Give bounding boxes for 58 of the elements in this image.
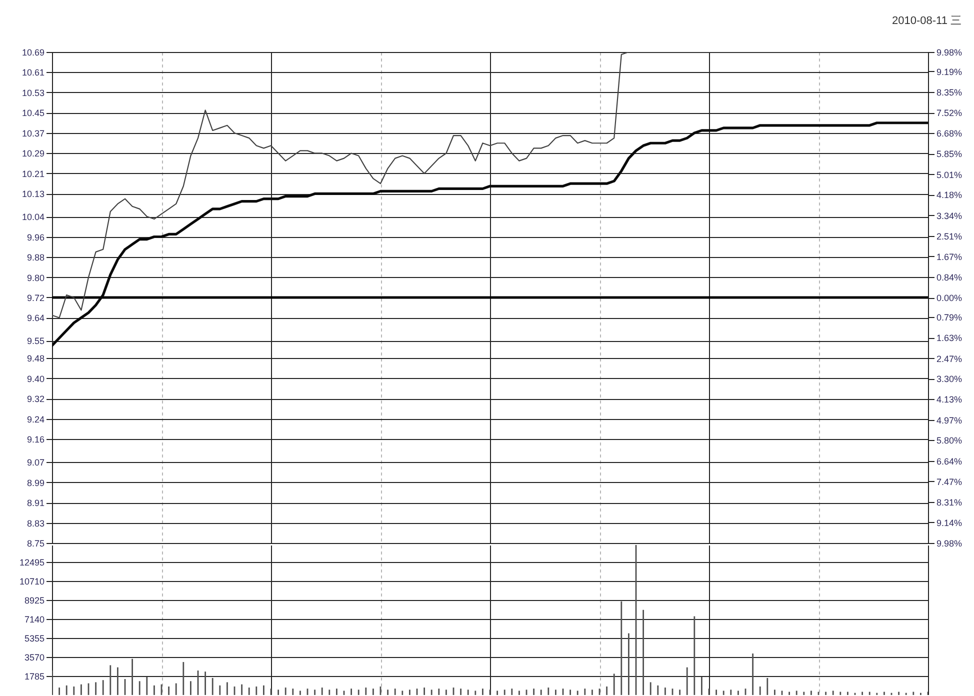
y2-tick-label: 7.47% (936, 476, 962, 487)
y-tick-label: 10.53 (22, 88, 44, 98)
y2-tick-label: 8.31% (936, 497, 962, 508)
y-tick-label: 8.83 (26, 518, 44, 528)
y2-tick-label: 1.67% (936, 252, 962, 262)
y-tick-label: 9.55 (26, 336, 44, 346)
y2-tick-label: 1.63% (936, 333, 962, 344)
y-tick-label: 3570 (24, 652, 44, 663)
y-tick-label: 8.75 (26, 538, 44, 548)
y-tick-label: 5355 (24, 634, 44, 644)
y2-tick-label: 0.79% (936, 312, 962, 322)
y2-tick-label: 5.80% (936, 436, 962, 446)
y-tick-label: 8.91 (26, 498, 44, 508)
y-tick-label: 12495 (19, 558, 44, 568)
y2-tick-label: 9.98% (936, 538, 962, 548)
y-tick-label: 9.72 (26, 293, 44, 303)
y-tick-label: 8.99 (26, 478, 44, 488)
y-tick-label: 9.24 (26, 414, 44, 424)
y2-tick-label: 4.13% (936, 394, 962, 405)
y-tick-label: 10.04 (22, 212, 44, 222)
y2-tick-label: 2.47% (936, 354, 962, 364)
y-tick-label: 9.40 (26, 374, 44, 384)
y-tick-label: 1785 (24, 672, 44, 682)
y2-tick-label: 8.35% (936, 88, 962, 98)
y2-tick-label: 6.68% (936, 128, 962, 139)
y-tick-label: 9.64 (26, 313, 44, 324)
y-tick-label: 9.48 (26, 354, 44, 364)
y2-tick-label: 4.97% (936, 415, 962, 426)
y-tick-label: 10.45 (22, 108, 44, 118)
y2-tick-label: 0.84% (936, 272, 962, 282)
y2-tick-label: 5.85% (936, 149, 962, 160)
y2-tick-label: 5.01% (936, 170, 962, 180)
y2-tick-label: 9.19% (936, 66, 962, 77)
y-tick-label: 10.13 (22, 189, 44, 200)
y2-tick-label: 3.30% (936, 374, 962, 384)
y-tick-label: 9.88 (26, 252, 44, 263)
y2-tick-label: 6.64% (936, 456, 962, 466)
y-tick-label: 10.21 (22, 168, 44, 179)
y-tick-label: 10.61 (22, 68, 44, 78)
y2-tick-label: 3.34% (936, 210, 962, 221)
y2-tick-label: 0.00% (936, 293, 962, 303)
y-tick-label: 10.69 (22, 48, 44, 58)
y2-tick-label: 9.98% (936, 48, 962, 58)
y-tick-label: 10.29 (22, 148, 44, 159)
y-tick-label: 9.16 (26, 434, 44, 445)
y-tick-label: 9.07 (26, 458, 44, 468)
y2-tick-label: 4.18% (936, 190, 962, 200)
y-tick-label: 9.32 (26, 394, 44, 404)
y2-tick-label: 9.14% (936, 518, 962, 528)
chart-title: 2010-08-11 三 (892, 15, 962, 27)
y-tick-label: 7140 (24, 614, 44, 625)
y-tick-label: 10.37 (22, 128, 44, 138)
y-tick-label: 9.96 (26, 232, 44, 242)
y2-tick-label: 2.51% (936, 231, 962, 242)
y-tick-label: 8925 (24, 596, 44, 606)
y-tick-label: 9.80 (26, 272, 44, 283)
y-tick-label: 10710 (19, 576, 44, 587)
y2-tick-label: 7.52% (936, 108, 962, 118)
